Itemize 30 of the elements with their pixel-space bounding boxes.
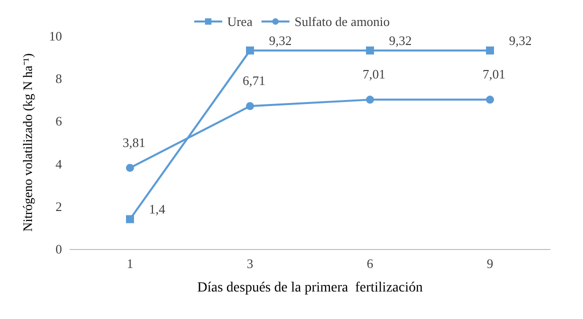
point: [246, 102, 254, 110]
y-axis-title: Nitrógeno volatilizado (kg N ha⁻¹): [20, 53, 35, 232]
point: [486, 46, 494, 54]
y-tick-label: 4: [56, 156, 62, 172]
y-tick-label: 2: [56, 198, 62, 214]
y-tick-label: 0: [56, 242, 62, 256]
legend-label: Sulfato de amonio: [294, 14, 390, 29]
data-label: 7,01: [362, 66, 386, 82]
x-tick-label: 3: [246, 256, 254, 271]
data-label: 6,71: [242, 73, 266, 88]
data-label: 7,01: [482, 66, 506, 82]
y-tick-label: 6: [56, 114, 62, 129]
x-tick-label: 9: [486, 256, 494, 271]
point: [126, 215, 134, 224]
point: [366, 46, 374, 54]
x-tick-label: 6: [366, 256, 374, 271]
point: [486, 96, 494, 104]
y-tick-label: 8: [56, 71, 62, 86]
point: [366, 96, 374, 104]
point: [126, 164, 134, 172]
point: [246, 46, 254, 54]
y-tick-label: 10: [49, 28, 62, 44]
x-tick-label: 1: [126, 256, 134, 271]
data-label: 1,4: [149, 202, 166, 217]
data-label: 9,32: [269, 32, 292, 48]
legend-label: Urea: [227, 14, 253, 29]
x-axis-title: Días después de la primera fertilización: [197, 280, 423, 296]
data-label: 3,81: [122, 134, 146, 150]
data-label: 9,32: [509, 32, 532, 48]
data-label: 9,32: [389, 32, 412, 48]
